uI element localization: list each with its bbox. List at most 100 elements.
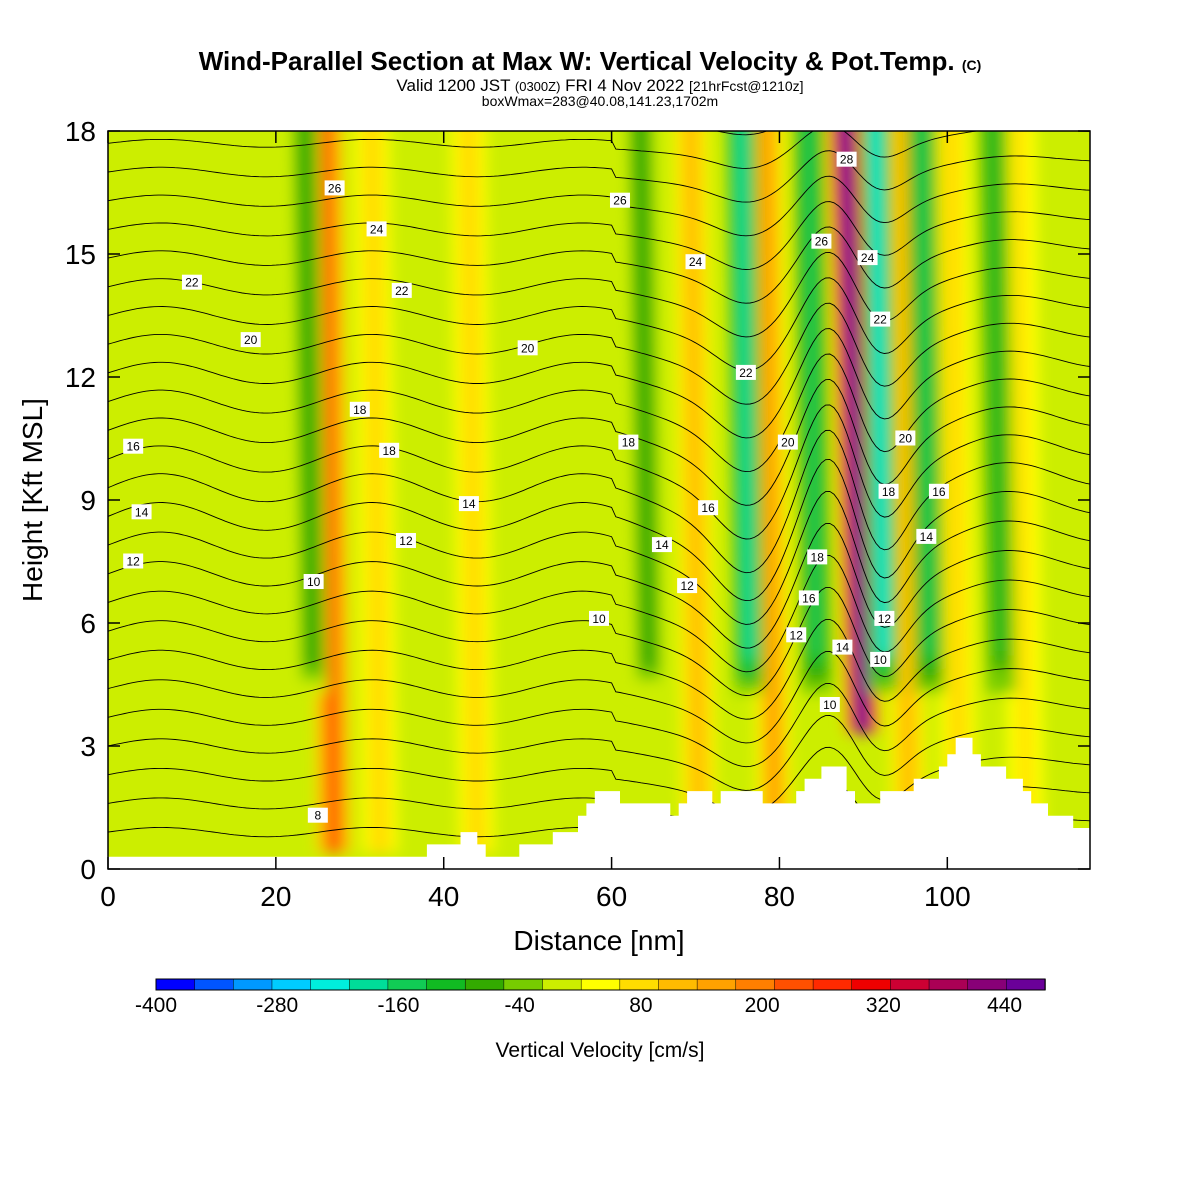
contour-label-box: [870, 311, 891, 327]
theta-contour-label: 22: [391, 282, 412, 298]
x-tick-label: 80: [764, 881, 795, 912]
theta-contour-label: 8: [307, 807, 328, 823]
theta-contour-line: [108, 251, 1090, 338]
contour-label-text: 20: [781, 436, 795, 450]
colorbar-swatch: [928, 978, 969, 991]
velocity-band: [685, 131, 705, 853]
contour-label-box: [836, 151, 857, 167]
contour-label-box: [240, 332, 261, 348]
contour-label-box: [458, 496, 479, 512]
contour-label-box: [777, 434, 798, 450]
theta-contour-label: 18: [618, 434, 639, 450]
colorbar-swatch: [233, 978, 273, 991]
colorbar-swatch: [696, 978, 737, 991]
theta-contour-line: [108, 353, 1090, 473]
colorbar-swatch: [967, 978, 1008, 991]
colorbar-swatch: [580, 978, 621, 991]
copyright-mark: (C): [962, 57, 981, 73]
theta-contour-label: 20: [895, 430, 916, 446]
contour-label-text: 16: [932, 485, 946, 499]
vertical-velocity-field: [289, 131, 1045, 853]
contour-label-box: [916, 528, 937, 544]
theta-contour-label: 12: [395, 533, 416, 548]
theta-contour-line: [108, 458, 1090, 602]
colorbar-swatch: [851, 978, 892, 991]
contour-label-text: 24: [689, 255, 703, 269]
contour-label-box: [786, 627, 807, 643]
theta-contour-line: [108, 328, 1090, 439]
theta-contour-label: 14: [458, 496, 479, 512]
contour-label-text: 20: [899, 432, 913, 446]
x-tick-label: 60: [596, 881, 627, 912]
contour-label-text: 18: [622, 436, 636, 450]
contour-label-box: [181, 274, 202, 290]
contour-label-box: [677, 578, 698, 594]
theta-contour-label: 12: [874, 610, 895, 626]
colorbar-swatch: [735, 978, 776, 991]
chart-title: Wind-Parallel Section at Max W: Vertical…: [199, 46, 982, 76]
colorbar-frame: [155, 978, 1046, 991]
theta-contour-line: [108, 554, 1090, 673]
theta-contour-label: 20: [777, 434, 798, 450]
contour-label-box: [395, 533, 416, 548]
chart-subtitle: Valid 1200 JST (0300Z) FRI 4 Nov 2022 [2…: [396, 76, 803, 95]
colorbar-swatch: [619, 978, 660, 991]
colorbar-tick-label: 80: [629, 994, 652, 1017]
colorbar-swatch: [271, 978, 312, 991]
contour-label-box: [366, 221, 387, 237]
contour-label-box: [811, 233, 832, 249]
velocity-band: [894, 131, 915, 853]
theta-contour-label: 20: [240, 332, 261, 348]
theta-contour-label: 20: [517, 340, 538, 356]
contour-label-box: [391, 282, 412, 298]
contour-label-box: [798, 590, 819, 606]
colorbar-tick-label: -400: [135, 994, 177, 1017]
theta-contour-line: [108, 429, 1090, 574]
contour-label-box: [895, 430, 916, 446]
contour-label-box: [874, 610, 895, 626]
contour-label-text: 22: [395, 284, 409, 298]
velocity-band: [916, 131, 935, 656]
theta-contour-label: 18: [807, 549, 828, 565]
colorbar: -400 -280 -160 -40 80 200 320 440: [135, 978, 1046, 1017]
theta-contour-label: 24: [685, 254, 706, 270]
theta-contour-label: 10: [819, 697, 840, 712]
contour-label-box: [589, 610, 609, 626]
contour-label-text: 18: [882, 485, 896, 499]
velocity-band: [736, 131, 755, 656]
theta-contour-label: 16: [123, 438, 144, 454]
contour-label-box: [878, 483, 899, 499]
colorbar-tick-label: 440: [987, 994, 1022, 1017]
colorbar-swatch: [774, 978, 814, 991]
contour-label-text: 10: [873, 653, 887, 667]
theta-contour-line: [108, 201, 1090, 270]
colorbar-swatch: [812, 978, 853, 991]
theta-contour-label: 10: [589, 610, 609, 626]
x-tick-label: 0: [100, 881, 116, 912]
theta-contour-label: 10: [870, 651, 891, 667]
velocity-band: [635, 131, 654, 656]
axes: 0 20 40 60 80 100 0 3 6 9 12 15 18: [65, 116, 1090, 912]
y-tick-label: 6: [80, 608, 96, 639]
velocity-band: [945, 131, 966, 853]
contour-label-text: 20: [521, 341, 535, 355]
theta-contour-line: [108, 277, 1090, 371]
theta-contour-label: 14: [832, 639, 853, 655]
contour-label-text: 14: [836, 641, 850, 655]
velocity-band: [462, 131, 483, 853]
colorbar-swatch: [349, 978, 389, 991]
theta-contour-label: 12: [786, 627, 807, 643]
contour-label-box: [685, 254, 706, 270]
contour-label-text: 18: [353, 403, 367, 417]
theta-contour-labels: 26 26 28 24 24 26 24 22 22 22 20 20 22 18 16 18 18 20 20 18…: [123, 151, 949, 823]
y-tick-label: 12: [65, 362, 96, 393]
contour-label-text: 12: [878, 612, 892, 626]
contour-label-box: [307, 807, 328, 823]
colorbar-swatch: [464, 978, 505, 991]
contour-label-text: 12: [680, 579, 694, 593]
contour-label-text: 8: [314, 809, 321, 823]
theta-contour-line: [108, 490, 1090, 625]
velocity-band: [988, 131, 1007, 656]
contour-label-text: 10: [307, 575, 321, 589]
theta-contour-label: 16: [698, 500, 719, 516]
